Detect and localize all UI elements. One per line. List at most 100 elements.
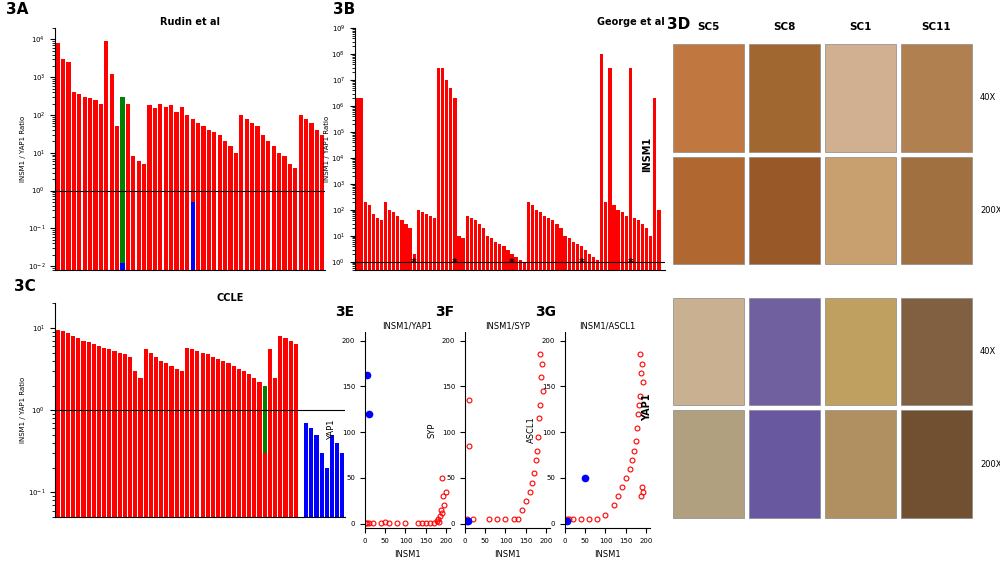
Bar xyxy=(380,220,383,562)
Text: 3A: 3A xyxy=(6,2,29,17)
Title: INSM1/ASCL1: INSM1/ASCL1 xyxy=(579,322,636,331)
Bar xyxy=(255,126,260,562)
Bar xyxy=(649,236,652,562)
Bar xyxy=(568,238,571,562)
Bar xyxy=(510,254,514,562)
Text: *: * xyxy=(452,258,458,268)
Bar xyxy=(232,366,236,562)
Bar xyxy=(474,220,477,562)
Bar xyxy=(441,67,444,562)
Bar xyxy=(494,242,497,562)
Bar xyxy=(400,220,404,562)
Bar xyxy=(355,98,359,562)
Bar xyxy=(482,228,485,562)
Bar xyxy=(216,359,220,562)
FancyBboxPatch shape xyxy=(901,157,972,265)
Bar xyxy=(154,357,158,562)
Bar xyxy=(245,119,249,562)
Bar xyxy=(92,343,96,562)
Bar xyxy=(56,330,60,562)
FancyBboxPatch shape xyxy=(749,44,820,152)
Bar xyxy=(93,100,98,562)
Bar xyxy=(123,355,127,562)
Bar xyxy=(309,428,313,562)
Bar xyxy=(201,353,205,562)
Text: 3C: 3C xyxy=(14,279,36,294)
Text: SC5: SC5 xyxy=(697,22,720,32)
Text: 40X: 40X xyxy=(980,347,996,356)
Bar xyxy=(584,250,587,562)
Bar xyxy=(413,254,416,562)
Text: 3G: 3G xyxy=(535,305,556,319)
Bar xyxy=(102,348,106,562)
Bar xyxy=(539,212,542,562)
Bar xyxy=(408,228,412,562)
FancyBboxPatch shape xyxy=(673,410,744,518)
Bar xyxy=(461,238,465,562)
Bar xyxy=(629,67,632,562)
Bar xyxy=(527,202,530,562)
Bar xyxy=(600,54,603,562)
Bar xyxy=(261,135,265,562)
Y-axis label: INSM1 / YAP1 Ratio: INSM1 / YAP1 Ratio xyxy=(20,377,26,443)
Bar xyxy=(207,130,211,562)
Bar xyxy=(138,378,143,562)
Bar xyxy=(131,156,135,562)
Y-axis label: SYP: SYP xyxy=(427,422,436,438)
Bar xyxy=(388,210,391,562)
Bar xyxy=(164,362,168,562)
Bar xyxy=(563,236,567,562)
Bar xyxy=(250,124,254,562)
Bar xyxy=(506,250,510,562)
Bar xyxy=(404,224,408,562)
Bar xyxy=(185,115,189,562)
Bar xyxy=(174,112,179,562)
Bar xyxy=(61,59,65,562)
Bar xyxy=(315,130,319,562)
Bar xyxy=(88,98,92,562)
Bar xyxy=(633,218,636,562)
Bar xyxy=(335,443,339,562)
Bar xyxy=(309,124,314,562)
Bar xyxy=(263,453,267,562)
Text: 200X: 200X xyxy=(980,206,1000,215)
Bar xyxy=(87,342,91,562)
Bar xyxy=(466,216,469,562)
Title: INSM1/SYP: INSM1/SYP xyxy=(485,322,530,331)
Bar xyxy=(112,351,117,562)
Bar xyxy=(543,216,546,562)
Bar xyxy=(535,210,538,562)
Bar xyxy=(551,220,554,562)
Bar xyxy=(71,336,75,562)
Bar xyxy=(263,386,267,562)
Bar xyxy=(61,331,65,562)
FancyBboxPatch shape xyxy=(673,44,744,152)
Text: SC11: SC11 xyxy=(922,22,951,32)
Bar xyxy=(359,98,363,562)
Bar xyxy=(266,142,270,562)
Bar xyxy=(421,270,424,562)
Bar xyxy=(77,94,81,562)
Bar xyxy=(294,343,298,562)
Bar xyxy=(201,126,206,562)
Text: SC1: SC1 xyxy=(849,22,872,32)
Bar xyxy=(115,126,119,562)
Text: 3B: 3B xyxy=(333,2,356,17)
Y-axis label: ASCL1: ASCL1 xyxy=(527,416,536,443)
Bar xyxy=(555,224,559,562)
Bar xyxy=(641,224,644,562)
Bar xyxy=(66,62,71,562)
Bar xyxy=(228,146,233,562)
Bar xyxy=(364,202,367,562)
Bar xyxy=(239,115,243,562)
Bar xyxy=(490,238,493,562)
Bar xyxy=(99,103,103,562)
Bar xyxy=(247,374,251,562)
Bar xyxy=(81,341,86,562)
Bar xyxy=(661,270,665,562)
Y-axis label: INSM1 / YAP1 Ratio: INSM1 / YAP1 Ratio xyxy=(324,116,330,182)
Bar xyxy=(372,214,375,562)
Bar xyxy=(190,350,194,562)
Bar xyxy=(273,378,277,562)
Bar xyxy=(486,236,489,562)
